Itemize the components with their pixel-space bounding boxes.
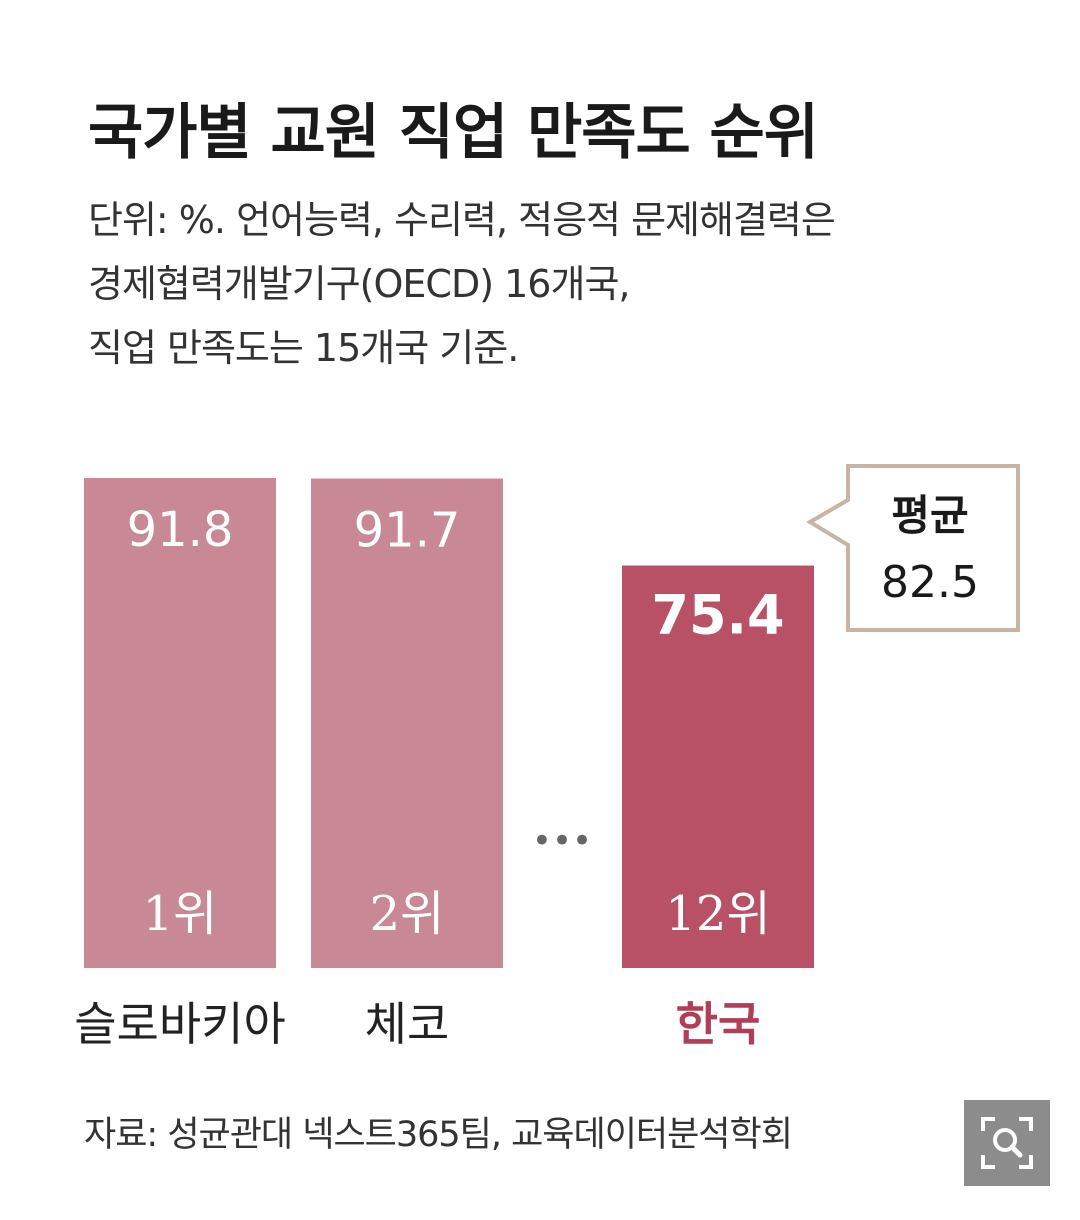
value-label: 91.7	[354, 503, 461, 559]
average-value: 82.5	[881, 557, 979, 608]
category-label: 슬로바키아	[74, 997, 286, 1051]
zoom-button[interactable]	[964, 1100, 1050, 1186]
subtitle-line: 단위: %. 언어능력, 수리력, 적응적 문제해결력은	[88, 198, 836, 242]
source-note: 자료: 성균관대 넥스트365팀, 교육데이터분석학회	[84, 1115, 793, 1155]
rank-label: 1위	[143, 886, 218, 942]
bar-3	[622, 565, 814, 968]
category-label: 한국	[676, 997, 761, 1051]
ellipsis-marker: •••	[532, 821, 592, 861]
rank-label: 2위	[370, 886, 445, 942]
average-callout: 평균 82.5	[806, 464, 1020, 632]
chart-title: 국가별 교원 직업 만족도 순위	[88, 98, 819, 168]
bar-2	[311, 478, 503, 968]
average-label: 평균	[891, 491, 968, 540]
value-label: 91.8	[127, 502, 234, 558]
rank-label: 12위	[665, 886, 770, 942]
zoom-search-icon	[981, 1117, 1033, 1169]
callout-box	[806, 464, 1020, 632]
category-label: 체코	[365, 997, 450, 1051]
subtitle-line: 경제협력개발기구(OECD) 16개국,	[88, 262, 630, 306]
value-label: 75.4	[651, 584, 784, 647]
chart-subtitle: 단위: %. 언어능력, 수리력, 적응적 문제해결력은 경제협력개발기구(OE…	[88, 188, 836, 380]
bar-1	[84, 478, 276, 968]
subtitle-line: 직업 만족도는 15개국 기준.	[88, 326, 519, 370]
